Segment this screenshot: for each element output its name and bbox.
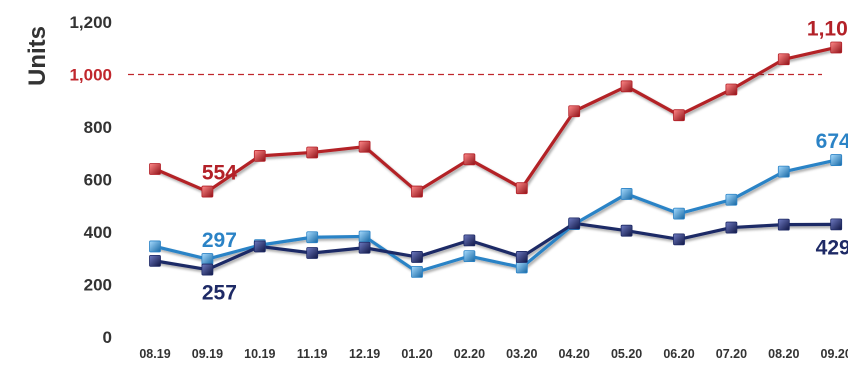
x-tick-label: 11.19 xyxy=(297,347,328,361)
series-line xyxy=(153,221,838,272)
x-tick-label: 09.20 xyxy=(821,347,848,361)
series-point xyxy=(515,182,528,195)
x-tick-label: 07.20 xyxy=(716,347,747,361)
series-markers xyxy=(149,41,843,278)
x-tick-label: 02.20 xyxy=(454,347,485,361)
y-tick-label: 0 xyxy=(103,328,112,347)
y-tick-label: 200 xyxy=(84,276,112,295)
series-point xyxy=(149,240,161,253)
data-label: 554 xyxy=(202,162,237,185)
series-point xyxy=(306,247,319,259)
series-point xyxy=(620,188,633,200)
data-label: 257 xyxy=(202,282,237,305)
series-point xyxy=(830,41,843,54)
series-point xyxy=(358,230,371,243)
series-point xyxy=(515,251,528,263)
y-tick-label: 400 xyxy=(84,223,112,242)
series-point xyxy=(673,109,685,122)
series-point xyxy=(306,231,319,244)
series-point xyxy=(777,218,790,231)
x-tick-label: 06.20 xyxy=(663,347,694,361)
series-point xyxy=(201,185,214,198)
y-tick-label: 600 xyxy=(84,171,112,190)
series-point xyxy=(725,193,738,206)
x-axis-ticks: 08.19 09.19 10.19 11.19 12.19 01.20 02.20 03.20… xyxy=(139,347,848,361)
x-tick-label: 04.20 xyxy=(559,347,590,361)
x-tick-label: 10.19 xyxy=(244,347,275,361)
series-point xyxy=(201,263,214,276)
x-tick-label: 08.19 xyxy=(139,347,170,361)
y-tick-label: 1,200 xyxy=(69,13,112,32)
series-point xyxy=(463,234,476,247)
series-point xyxy=(463,250,476,263)
series-point xyxy=(568,217,581,230)
series-point xyxy=(411,185,423,198)
series-point xyxy=(620,224,633,237)
series-point xyxy=(515,261,528,274)
x-tick-label: 05.20 xyxy=(611,347,642,361)
series-point xyxy=(358,241,371,254)
series-point xyxy=(201,253,214,265)
y-tick-label: 800 xyxy=(84,118,112,137)
series-point xyxy=(253,240,266,253)
series-line xyxy=(153,45,838,194)
data-label: 429 xyxy=(816,236,848,259)
series-point xyxy=(673,233,685,246)
series-point xyxy=(725,221,738,234)
data-label: 674 xyxy=(816,130,848,153)
series-point xyxy=(568,105,581,118)
series-point xyxy=(253,149,266,162)
series-point xyxy=(725,83,738,96)
series-point xyxy=(830,154,843,166)
x-tick-label: 01.20 xyxy=(401,347,432,361)
y-tick-label: 1,000 xyxy=(69,66,112,85)
series-point xyxy=(830,218,843,231)
series-lines xyxy=(153,45,838,274)
x-tick-label: 12.19 xyxy=(349,347,380,361)
series-point xyxy=(358,140,371,153)
series-point xyxy=(149,163,161,175)
series-point xyxy=(411,251,423,263)
x-tick-label: 03.20 xyxy=(506,347,537,361)
series-point xyxy=(149,254,161,267)
series-point xyxy=(411,265,423,278)
series-point xyxy=(777,53,790,66)
data-label: 297 xyxy=(202,229,237,252)
series-point xyxy=(620,80,633,93)
series-point xyxy=(777,165,790,178)
data-labels: 554 1,103 297 674 257 429 xyxy=(202,17,848,304)
series-point xyxy=(673,207,685,220)
data-label: 1,103 xyxy=(807,17,848,40)
y-axis-ticks: 0 200 400 600 800 1,000 1,200 xyxy=(69,13,112,347)
series-point xyxy=(306,146,319,159)
series-point xyxy=(463,153,476,166)
x-tick-label: 08.20 xyxy=(768,347,799,361)
y-axis-title: Units xyxy=(24,26,51,86)
x-tick-label: 09.19 xyxy=(192,347,223,361)
series-line xyxy=(153,158,838,274)
